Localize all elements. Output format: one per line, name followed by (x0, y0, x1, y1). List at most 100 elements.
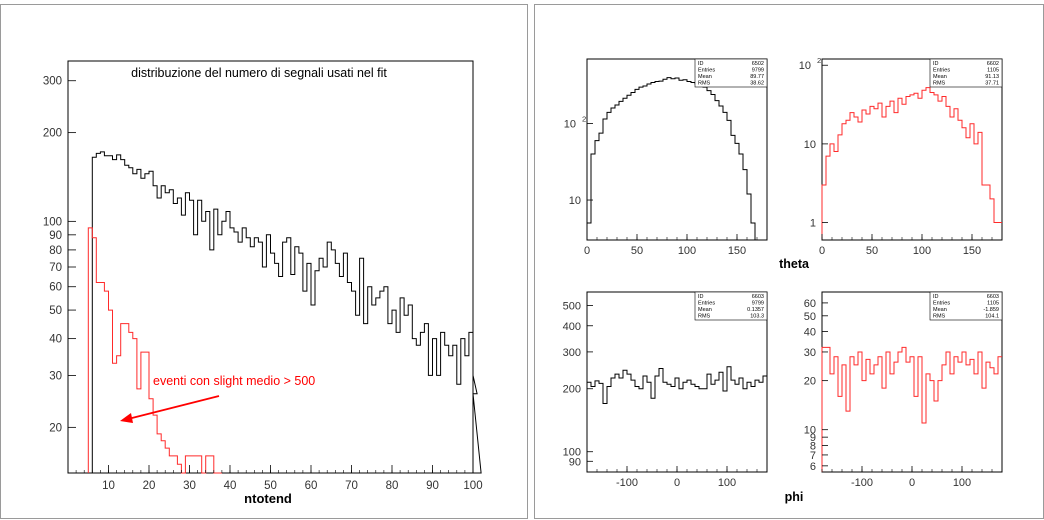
phi-black-stats-key: Entries (698, 301, 715, 307)
phi-red-x-tick-label: 0 (909, 477, 915, 489)
phi-red-y-tick-label: 30 (804, 347, 816, 359)
annotation-arrow-shaft (127, 395, 220, 420)
phi-red-stats-key: RMS (933, 314, 946, 320)
theta-x-axis-label: theta (779, 257, 810, 271)
ntotend-y-tick-label: 90 (49, 230, 62, 242)
theta-black-stats-value: 6502 (752, 61, 764, 67)
theta-black-x-tick-label: 150 (728, 245, 746, 257)
annotation-arrow-head (120, 413, 133, 423)
phi-black-y-tick-label: 90 (569, 456, 581, 468)
theta-black-stats-value: 89.77 (750, 74, 764, 80)
phi-black-series-black-line (586, 366, 767, 472)
phi-black-y-tick-label: 100 (563, 447, 581, 459)
ntotend-x-axis-label: ntotend (244, 491, 292, 506)
theta-black-stats-box (694, 58, 768, 88)
ntotend-x-tick-label: 80 (386, 480, 399, 492)
ntotend-y-tick-label: 70 (49, 262, 62, 274)
phi-red-x-tick-label: -100 (851, 477, 873, 489)
phi-red-stats-value: -1.859 (983, 307, 999, 313)
phi-red-y-tick-label: 6 (810, 461, 816, 473)
theta-black-stats-key: RMS (698, 81, 711, 87)
theta-black-stats-value: 9799 (752, 68, 764, 74)
phi-red-y-tick-label: 50 (804, 311, 816, 323)
right-canvas-panel: 0 50 100 150 10 10 2 ID 6502 Entries 9799 Mean 89.77… (534, 4, 1044, 519)
ntotend-series-black-line (88, 151, 482, 474)
left-canvas-panel: 10 20 30 40 50 60 70 80 90 100 20 30 40 50 60 70 80 90 100… (0, 4, 528, 519)
theta-red-y-tick-label: 1 (810, 218, 816, 230)
phi-red-y-tick-label: 20 (804, 376, 816, 388)
ntotend-chart-svg: 10 20 30 40 50 60 70 80 90 100 20 30 40 50 60 70 80 90 100… (43, 60, 483, 506)
theta-red-stats-value: 37.71 (985, 81, 999, 87)
phi-x-axis-label: phi (785, 490, 804, 504)
phi-black-stats-value: 6603 (752, 294, 764, 300)
phi-black-x-tick-label: -100 (616, 477, 638, 489)
phi-red-y-tick-label: 8 (810, 440, 816, 452)
phi-black-y-tick-label: 300 (563, 347, 581, 359)
theta-red-x-tick-label: 150 (963, 245, 981, 257)
ntotend-x-tick-label: 90 (426, 480, 439, 492)
ntotend-y-tick-label: 200 (43, 128, 62, 140)
ntotend-y-tick-label: 300 (43, 76, 62, 88)
phi-black-stats-key: Mean (698, 307, 712, 313)
ntotend-x-tick-label: 40 (224, 480, 237, 492)
theta-red-x-tick-label: 100 (913, 245, 931, 257)
theta-black-y-tick-exponent: 2 (582, 115, 586, 124)
theta-red-y-tick-exponent: 2 (817, 56, 821, 65)
ntotend-x-tick-label: 60 (305, 480, 318, 492)
ntotend-y-tick-label: 50 (49, 305, 62, 317)
phi-red-y-tick-label: 60 (804, 298, 816, 310)
phi-black-y-tick-label: 200 (563, 384, 581, 396)
phi-black-stats-value: 103.3 (750, 314, 764, 320)
theta-red-y-tick-label: 10 (804, 139, 816, 151)
phi-red-stats-key: Entries (933, 301, 950, 307)
theta-black-x-tick-label: 50 (631, 245, 643, 257)
theta-black-series-black-line (586, 77, 767, 241)
phi-red-x-tick-label: 100 (953, 477, 971, 489)
phi-black-y-tick-label: 400 (563, 321, 581, 333)
theta-black-chart: 0 50 100 150 10 10 2 ID 6502 Entries 9799 Mean 89.77… (564, 58, 768, 257)
theta-black-y-tick-label: 10 (569, 195, 581, 207)
phi-red-series-red-line (821, 346, 1002, 472)
theta-red-y-tick-label: 10 (799, 60, 811, 72)
phi-black-x-tick-label: 100 (718, 477, 736, 489)
ntotend-y-tick-label: 40 (49, 334, 62, 346)
ntotend-y-tick-label: 20 (49, 422, 62, 434)
ntotend-y-tick-label: 80 (49, 245, 62, 257)
phi-red-stats-value: 6603 (987, 294, 999, 300)
ntotend-x-tick-label: 10 (102, 480, 115, 492)
phi-black-stats-value: 0.1357 (747, 307, 764, 313)
phi-red-stats-key: Mean (933, 307, 947, 313)
phi-black-stats-key: ID (698, 294, 704, 300)
phi-red-y-tick-label: 10 (804, 425, 816, 437)
theta-red-stats-value: 1105 (987, 68, 999, 74)
ntotend-x-tick-label: 30 (183, 480, 196, 492)
phi-red-stats-box (929, 291, 1003, 321)
ntotend-y-tick-label: 60 (49, 282, 62, 294)
theta-red-x-tick-label: 0 (819, 245, 825, 257)
phi-black-x-tick-label: 0 (674, 477, 680, 489)
theta-black-stats-key: ID (698, 61, 704, 67)
ntotend-x-tick-label: 100 (463, 480, 482, 492)
ntotend-y-tick-label: 100 (43, 216, 62, 228)
phi-red-stats-key: ID (933, 294, 939, 300)
phi-black-stats-value: 9799 (752, 301, 764, 307)
theta-red-stats-key: ID (933, 61, 939, 67)
theta-red-stats-key: RMS (933, 81, 946, 87)
theta-red-stats-box (929, 58, 1003, 88)
phi-red-y-tick-label: 9 (810, 432, 816, 444)
theta-black-stats-key: Mean (698, 74, 712, 80)
ntotend-chart-title: distribuzione del numero di segnali usat… (131, 66, 387, 80)
theta-black-x-tick-label: 100 (678, 245, 696, 257)
theta-black-stats-value: 38.62 (750, 81, 764, 87)
theta-red-series-red-line (821, 87, 1002, 240)
ntotend-x-tick-label: 20 (143, 480, 156, 492)
ntotend-chart: 10 20 30 40 50 60 70 80 90 100 20 30 40 50 60 70 80 90 100… (43, 60, 483, 492)
ntotend-annotation-text: eventi con slight medio > 500 (153, 374, 315, 388)
theta-black-stats-key: Entries (698, 68, 715, 74)
phi-red-stats-value: 1105 (987, 301, 999, 307)
ntotend-series-red-line (87, 227, 222, 474)
phi-black-y-tick-label: 500 (563, 300, 581, 312)
